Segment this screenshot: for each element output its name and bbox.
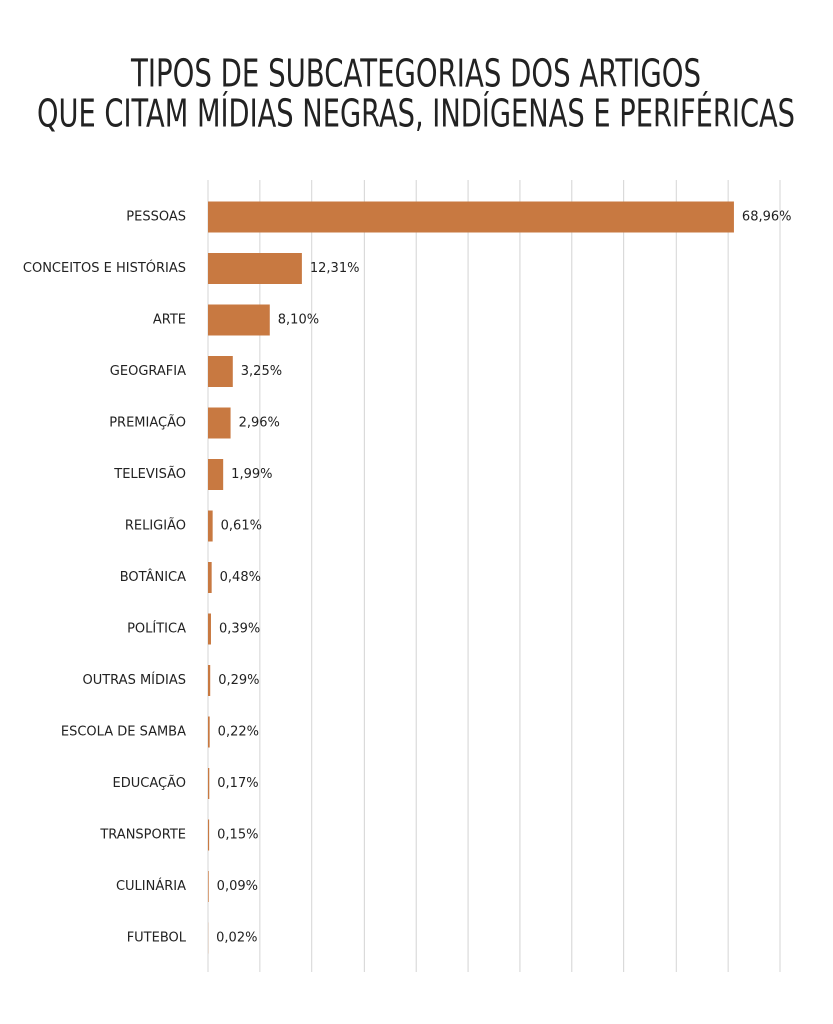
category-label: PESSOAS [126,210,186,225]
bar [208,304,270,336]
category-label: TELEVISÃO [113,466,186,482]
value-label: 8,10% [278,313,319,328]
category-label: CONCEITOS E HISTÓRIAS [23,260,186,276]
value-label: 0,61% [221,519,262,534]
value-label: 0,29% [218,673,259,688]
bar [208,716,210,748]
value-label: 0,48% [220,570,261,585]
value-label: 68,96% [742,210,792,225]
bar [208,510,213,542]
value-label: 0,15% [217,828,258,843]
value-label: 0,02% [216,931,257,946]
category-label: ARTE [153,313,186,328]
bar [208,407,231,439]
bar [208,201,734,233]
value-label: 2,96% [239,416,280,431]
category-label: RELIGIÃO [125,518,186,534]
bar [208,459,224,490]
category-label: GEOGRAFIA [110,364,186,379]
bar [208,768,210,799]
category-label: TRANSPORTE [99,828,186,843]
bar [208,819,210,851]
bar [208,665,211,696]
value-label: 0,22% [218,725,259,740]
bar [208,562,212,593]
bar [208,613,211,645]
value-label: 0,09% [217,879,258,894]
category-label: OUTRAS MÍDIAS [82,672,186,688]
category-label: ESCOLA DE SAMBA [61,725,186,740]
value-label: 1,99% [231,467,272,482]
chart-title: TIPOS DE SUBCATEGORIAS DOS ARTIGOS [130,52,701,96]
value-label: 0,39% [219,622,260,637]
category-label: CULINÁRIA [116,878,186,894]
category-label: BOTÂNICA [120,569,186,585]
bar [208,356,233,387]
value-label: 3,25% [241,364,282,379]
bar [208,871,209,902]
category-label: FUTEBOL [127,931,187,946]
category-label: POLÍTICA [127,621,186,637]
value-label: 0,17% [217,776,258,791]
bar [208,253,302,284]
category-label: EDUCAÇÃO [113,775,186,791]
chart-title: QUE CITAM MÍDIAS NEGRAS, INDÍGENAS E PER… [37,92,795,136]
value-label: 12,31% [310,261,360,276]
category-label: PREMIAÇÃO [109,415,186,431]
